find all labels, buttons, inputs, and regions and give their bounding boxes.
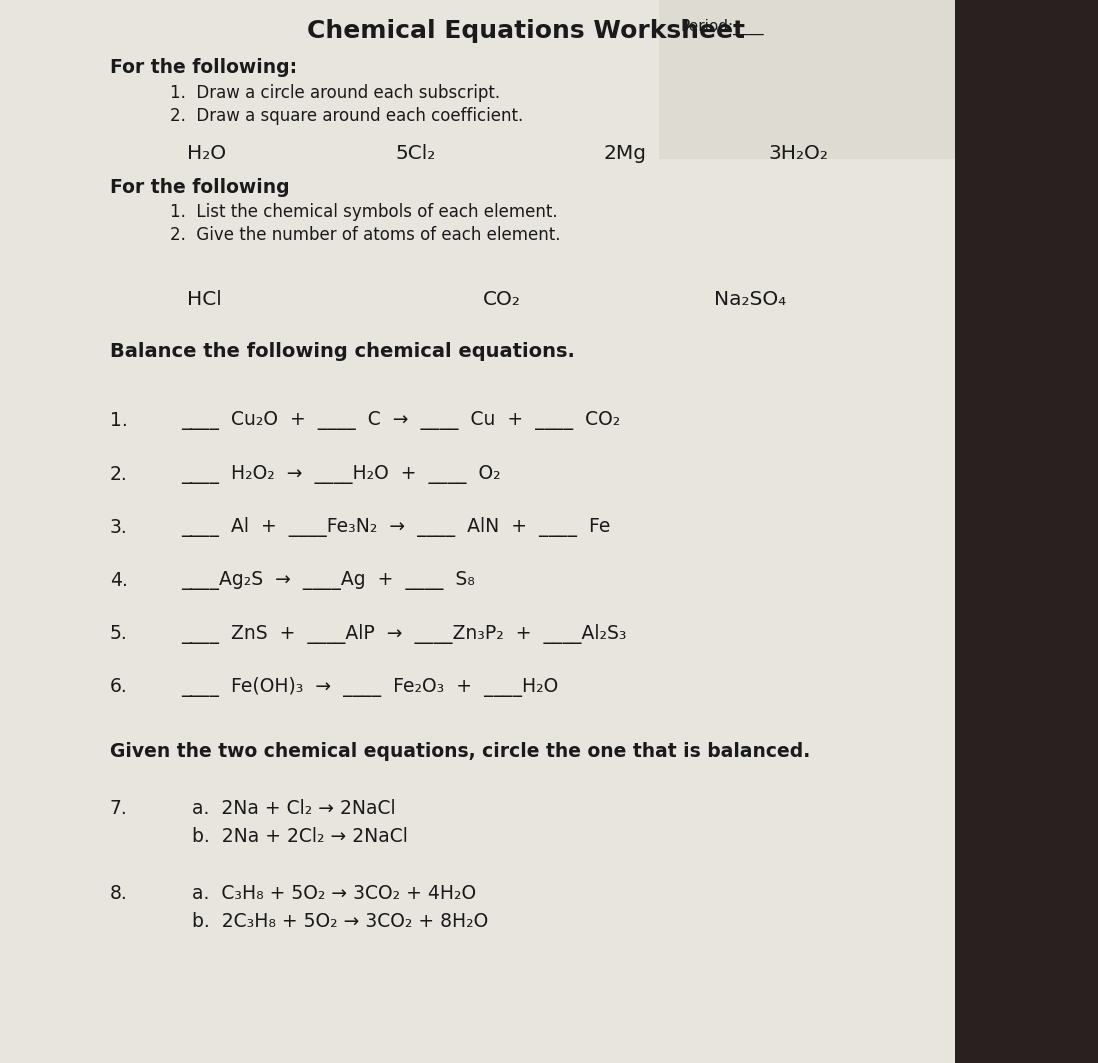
Text: 4.: 4. bbox=[110, 571, 127, 590]
Text: For the following: For the following bbox=[110, 178, 290, 197]
Text: 2.  Give the number of atoms of each element.: 2. Give the number of atoms of each elem… bbox=[170, 226, 561, 244]
Text: a.  C₃H₈ + 5O₂ → 3CO₂ + 4H₂O: a. C₃H₈ + 5O₂ → 3CO₂ + 4H₂O bbox=[192, 884, 477, 904]
Text: 7.: 7. bbox=[110, 799, 127, 819]
Text: ____  Fe(OH)₃  →  ____  Fe₂O₃  +  ____H₂O: ____ Fe(OH)₃ → ____ Fe₂O₃ + ____H₂O bbox=[181, 677, 559, 696]
Text: Period:____: Period:____ bbox=[681, 19, 764, 35]
Text: b.  2C₃H₈ + 5O₂ → 3CO₂ + 8H₂O: b. 2C₃H₈ + 5O₂ → 3CO₂ + 8H₂O bbox=[192, 912, 489, 931]
Text: 1.: 1. bbox=[110, 411, 127, 431]
Text: CO₂: CO₂ bbox=[483, 290, 520, 309]
Text: ____  H₂O₂  →  ____H₂O  +  ____  O₂: ____ H₂O₂ → ____H₂O + ____ O₂ bbox=[181, 465, 501, 484]
Text: 6.: 6. bbox=[110, 677, 127, 696]
Bar bbox=[955, 0, 1098, 1063]
Text: ____Ag₂S  →  ____Ag  +  ____  S₈: ____Ag₂S → ____Ag + ____ S₈ bbox=[181, 571, 475, 590]
Text: Balance the following chemical equations.: Balance the following chemical equations… bbox=[110, 342, 574, 361]
Text: 1.  Draw a circle around each subscript.: 1. Draw a circle around each subscript. bbox=[170, 84, 501, 102]
Bar bbox=[0, 0, 955, 1063]
Text: 1.  List the chemical symbols of each element.: 1. List the chemical symbols of each ele… bbox=[170, 203, 558, 221]
Text: Na₂SO₄: Na₂SO₄ bbox=[714, 290, 786, 309]
Text: 2.: 2. bbox=[110, 465, 127, 484]
Text: 5Cl₂: 5Cl₂ bbox=[395, 144, 436, 163]
Text: ____  Al  +  ____Fe₃N₂  →  ____  AlN  +  ____  Fe: ____ Al + ____Fe₃N₂ → ____ AlN + ____ Fe bbox=[181, 518, 610, 537]
Text: 8.: 8. bbox=[110, 884, 127, 904]
Text: For the following:: For the following: bbox=[110, 58, 296, 78]
Text: 2Mg: 2Mg bbox=[604, 144, 647, 163]
Text: b.  2Na + 2Cl₂ → 2NaCl: b. 2Na + 2Cl₂ → 2NaCl bbox=[192, 827, 408, 846]
Text: 3.: 3. bbox=[110, 518, 127, 537]
Text: ____  ZnS  +  ____AlP  →  ____Zn₃P₂  +  ____Al₂S₃: ____ ZnS + ____AlP → ____Zn₃P₂ + ____Al₂… bbox=[181, 624, 627, 643]
Text: Given the two chemical equations, circle the one that is balanced.: Given the two chemical equations, circle… bbox=[110, 742, 810, 761]
Text: H₂O: H₂O bbox=[187, 144, 226, 163]
Text: HCl: HCl bbox=[187, 290, 222, 309]
Text: a.  2Na + Cl₂ → 2NaCl: a. 2Na + Cl₂ → 2NaCl bbox=[192, 799, 395, 819]
Bar bbox=[659, 0, 955, 159]
Text: Chemical Equations Worksheet: Chemical Equations Worksheet bbox=[307, 19, 746, 44]
Text: 3H₂O₂: 3H₂O₂ bbox=[769, 144, 829, 163]
Text: ____  Cu₂O  +  ____  C  →  ____  Cu  +  ____  CO₂: ____ Cu₂O + ____ C → ____ Cu + ____ CO₂ bbox=[181, 411, 620, 431]
Text: 5.: 5. bbox=[110, 624, 127, 643]
Text: 2.  Draw a square around each coefficient.: 2. Draw a square around each coefficient… bbox=[170, 107, 524, 125]
